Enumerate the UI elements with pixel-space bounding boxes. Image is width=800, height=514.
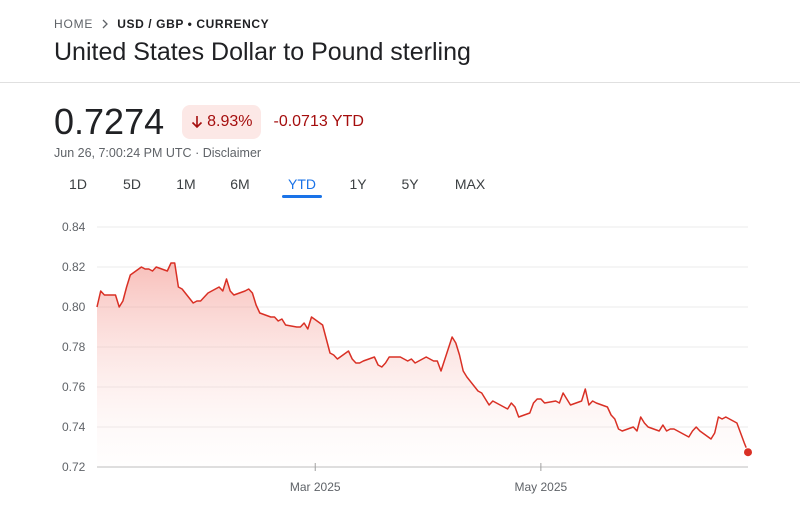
y-tick-label: 0.72 (62, 460, 86, 474)
quote-meta: Jun 26, 7:00:24 PM UTC · Disclaimer (54, 146, 261, 160)
disclaimer-link[interactable]: Disclaimer (202, 146, 262, 160)
change-absolute: -0.0713 YTD (273, 113, 364, 130)
range-tab-5d[interactable]: 5D (123, 176, 141, 192)
price-line (96, 262, 749, 453)
page-title: United States Dollar to Pound sterling (54, 38, 471, 66)
breadcrumb-home-link[interactable]: HOME (54, 17, 94, 31)
y-tick-label: 0.84 (62, 220, 86, 234)
breadcrumb: HOME USD / GBP • CURRENCY (54, 16, 269, 32)
y-tick-label: 0.82 (62, 260, 86, 274)
y-tick-label: 0.74 (62, 420, 86, 434)
price-area-fill (97, 263, 748, 467)
current-price: 0.7274 (54, 101, 165, 142)
y-tick-label: 0.76 (62, 380, 86, 394)
change-percent: 8.93% (207, 113, 253, 130)
range-tab-1d[interactable]: 1D (69, 176, 87, 192)
breadcrumb-current: USD / GBP • CURRENCY (117, 17, 270, 31)
y-tick-label: 0.78 (62, 340, 86, 354)
y-tick-label: 0.80 (62, 300, 86, 314)
range-tab-1y[interactable]: 1Y (349, 176, 367, 192)
range-tab-ytd[interactable]: YTD (282, 174, 322, 198)
x-tick-label: Mar 2025 (290, 480, 341, 494)
price-chart: 0.84 0.82 0.80 0.78 0.76 0.74 0.72 Mar 2025 May … (62, 220, 753, 494)
last-price-point (743, 447, 753, 458)
chevron-right-icon (101, 19, 109, 29)
change-percent-badge: 8.93% (182, 105, 262, 139)
timestamp: Jun 26, 7:00:24 PM UTC (54, 146, 192, 160)
range-tab-5y[interactable]: 5Y (401, 176, 419, 192)
range-tab-1m[interactable]: 1M (176, 176, 196, 192)
x-tick-label: May 2025 (515, 480, 568, 494)
header-divider (0, 82, 800, 83)
range-tab-6m[interactable]: 6M (230, 176, 250, 192)
range-tab-max[interactable]: MAX (454, 176, 486, 192)
arrow-down-icon (192, 116, 203, 129)
quote-row: 0.7274 8.93% -0.0713 YTD (54, 100, 364, 144)
meta-separator: · (195, 146, 200, 160)
